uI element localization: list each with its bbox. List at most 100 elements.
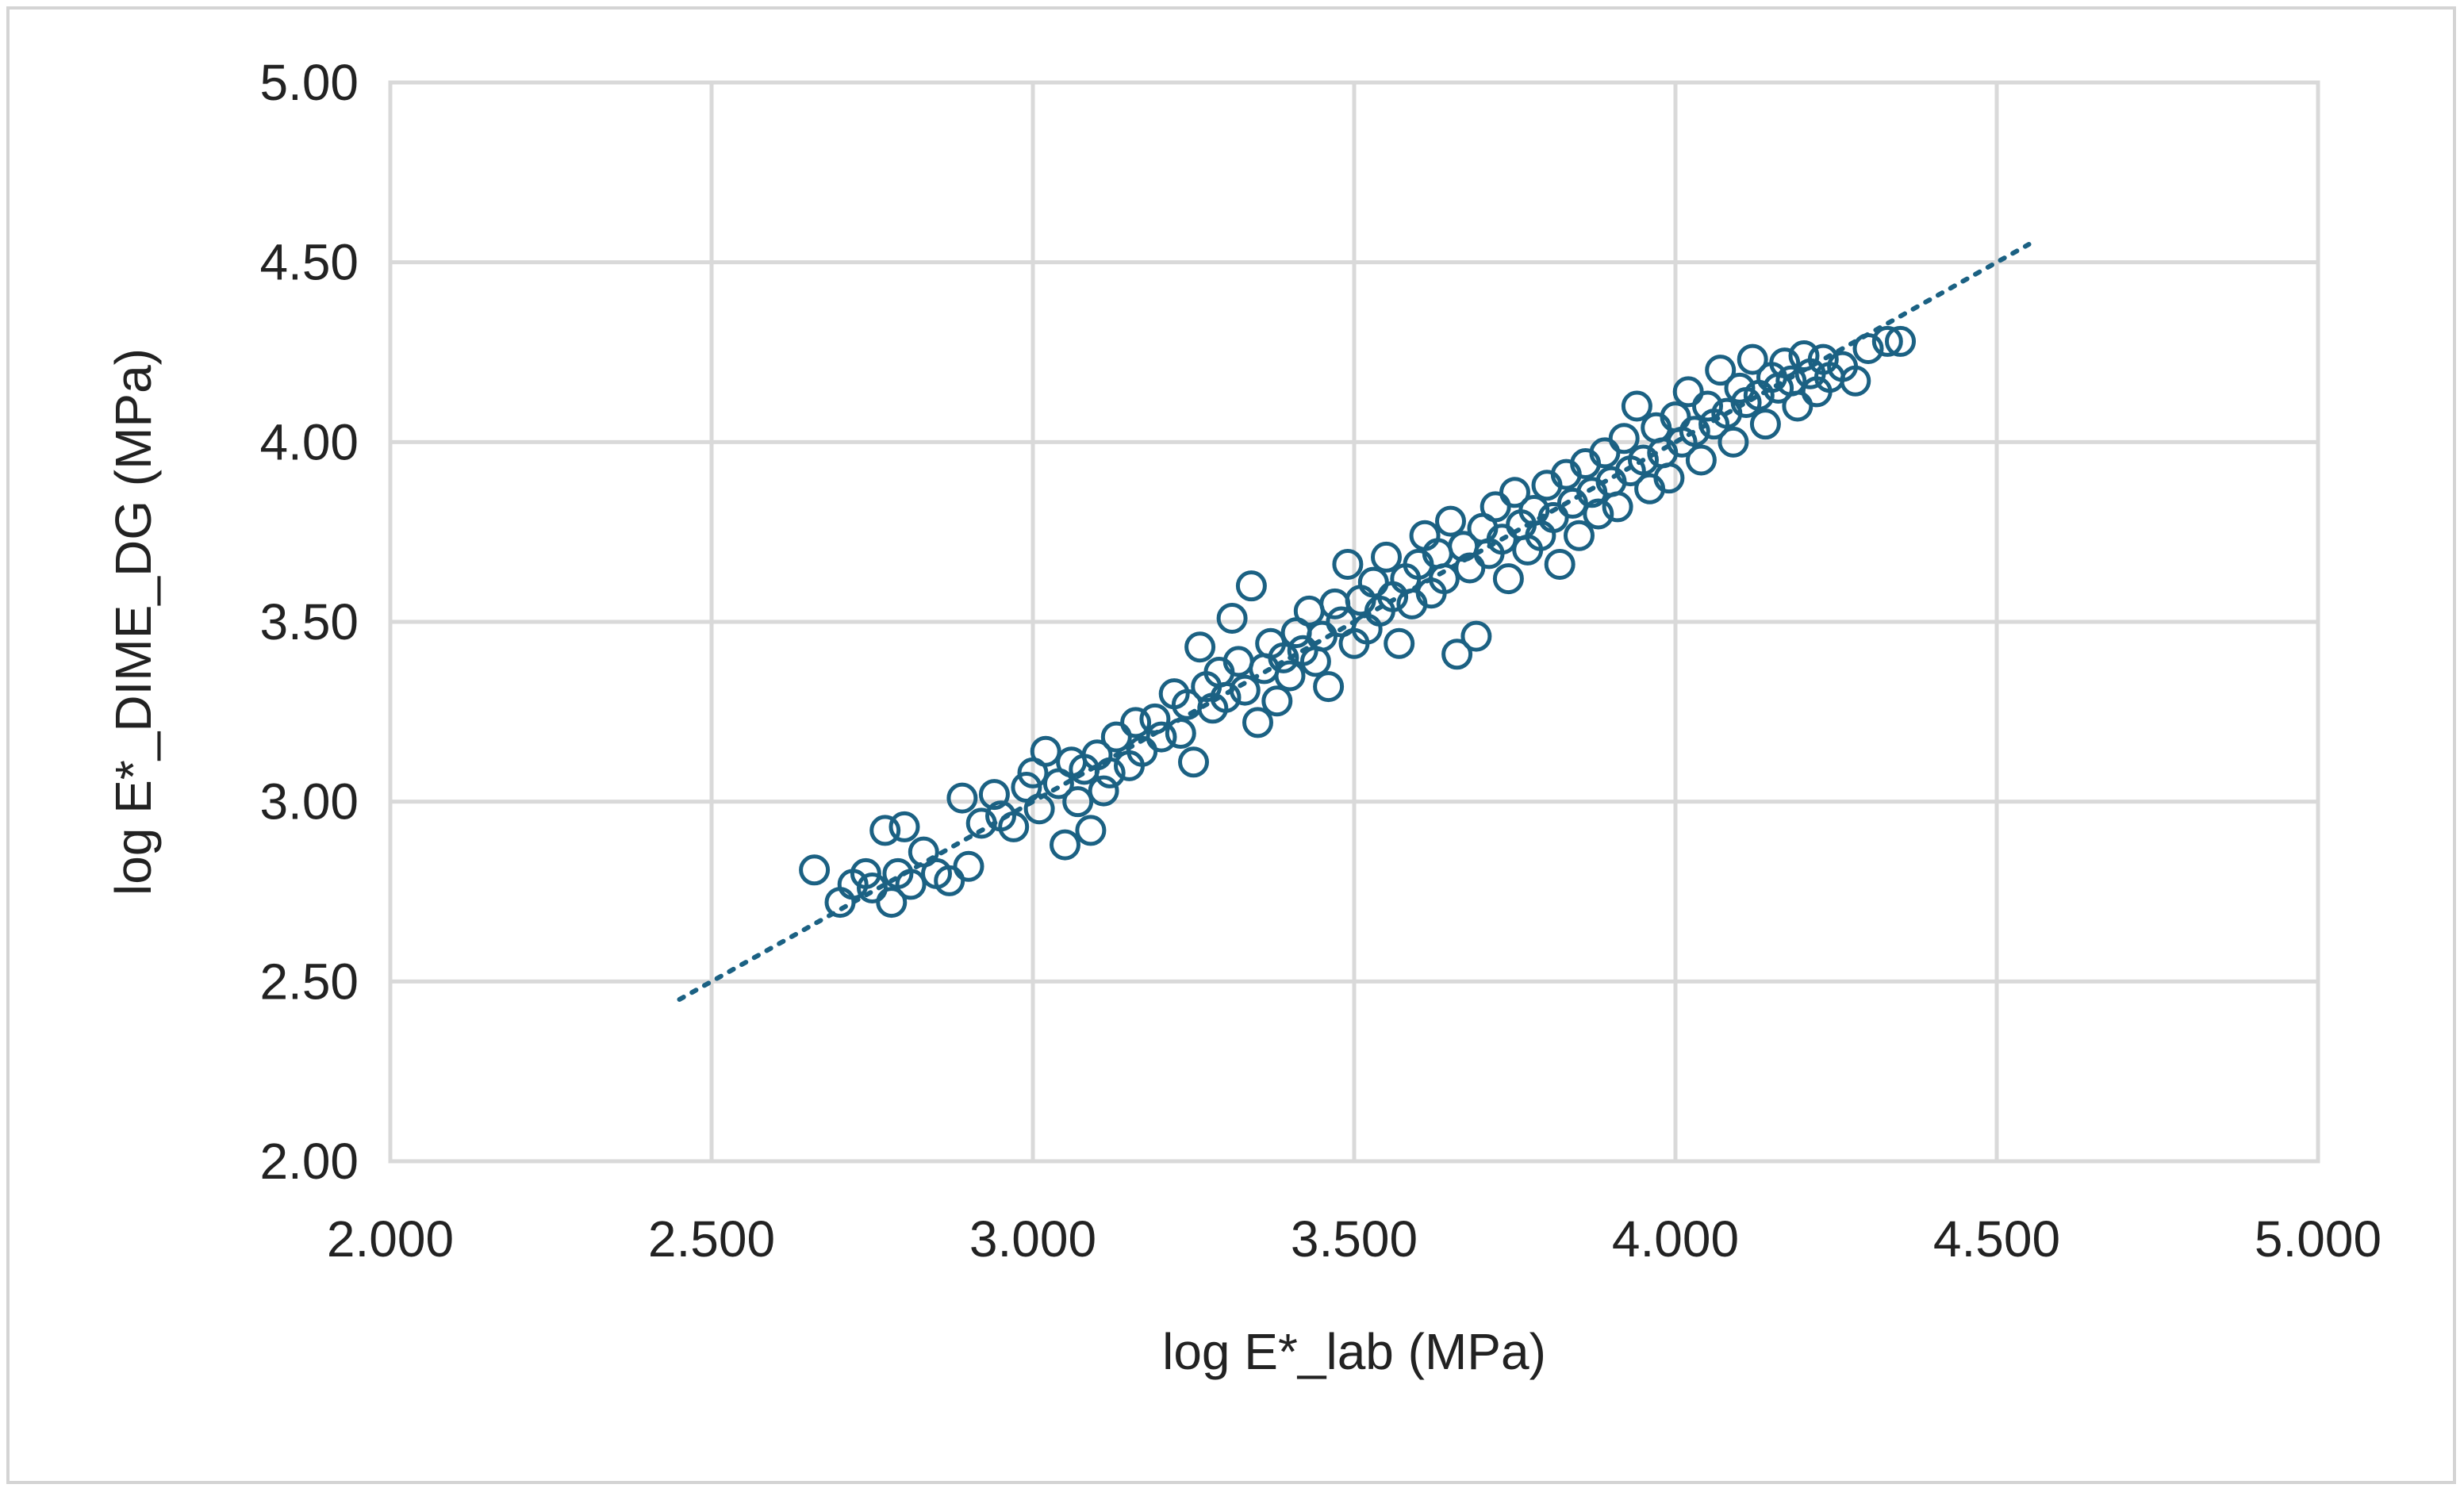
data-point <box>1120 707 1152 738</box>
x-axis-title: log E*_lab (MPa) <box>1162 1323 1546 1380</box>
data-point <box>1023 793 1055 825</box>
data-point <box>1583 498 1614 530</box>
data-point <box>1537 502 1569 534</box>
data-point <box>998 811 1030 842</box>
data-point <box>850 857 881 889</box>
data-point <box>1737 343 1768 375</box>
data-point <box>1769 347 1801 379</box>
data-point <box>1749 408 1781 440</box>
data-point <box>876 887 908 919</box>
data-point <box>1165 718 1196 750</box>
data-point <box>1685 444 1717 476</box>
data-point <box>1621 390 1652 422</box>
data-point <box>1139 703 1171 734</box>
grid-lines <box>390 82 2318 1161</box>
data-point <box>869 815 901 846</box>
data-point <box>978 779 1010 811</box>
plot-area-border <box>388 80 2320 1164</box>
chart-frame: 2.000 2.500 3.000 3.500 4.000 4.500 5.000 2.00… <box>6 6 2456 1484</box>
data-point <box>1460 620 1492 652</box>
data-point <box>1332 548 1364 580</box>
data-point <box>1492 563 1524 595</box>
data-point <box>1100 721 1132 753</box>
x-tick-label: 5.000 <box>2255 1210 2381 1268</box>
x-tick-label: 3.000 <box>969 1210 1096 1268</box>
data-point <box>1589 437 1621 469</box>
data-point <box>953 850 984 882</box>
data-point <box>1679 416 1710 447</box>
data-point <box>1628 444 1659 476</box>
data-point <box>1885 325 1916 357</box>
data-point <box>1871 325 1903 357</box>
data-point <box>1261 685 1293 717</box>
y-tick-label: 5.00 <box>259 54 359 111</box>
data-point <box>1705 355 1737 386</box>
data-point <box>1094 757 1126 788</box>
data-point <box>1480 491 1511 523</box>
data-point <box>1840 365 1871 397</box>
data-point <box>1435 505 1466 537</box>
data-point <box>1075 815 1107 846</box>
data-point <box>1564 520 1595 551</box>
data-point <box>1788 340 1820 372</box>
data-point <box>1653 462 1685 494</box>
data-point <box>799 854 831 886</box>
data-point <box>1088 775 1119 807</box>
data-point <box>1210 681 1242 713</box>
scatter-chart: 2.000 2.500 3.000 3.500 4.000 4.500 5.000 2.00… <box>105 54 2381 1380</box>
data-point <box>1602 491 1633 523</box>
data-point <box>1268 642 1299 673</box>
data-point <box>895 869 927 900</box>
data-point <box>1126 735 1158 767</box>
y-tick-label: 3.00 <box>259 773 359 830</box>
data-point <box>1229 674 1261 706</box>
data-point <box>1544 548 1576 580</box>
data-point <box>1235 570 1267 602</box>
data-point <box>1184 631 1216 663</box>
y-axis-ticks: 2.00 2.50 3.00 3.50 4.00 4.50 5.00 <box>259 54 359 1190</box>
x-tick-label: 2.000 <box>327 1210 454 1268</box>
x-tick-label: 2.500 <box>648 1210 775 1268</box>
y-tick-label: 3.50 <box>259 593 359 650</box>
x-tick-label: 3.500 <box>1291 1210 1418 1268</box>
data-point <box>1608 423 1640 455</box>
data-point <box>1178 746 1209 778</box>
data-point <box>888 811 920 842</box>
data-point <box>857 872 888 903</box>
data-point <box>1852 332 1884 364</box>
data-point <box>1692 390 1723 422</box>
y-tick-label: 2.50 <box>259 953 359 1010</box>
y-tick-label: 4.50 <box>259 234 359 291</box>
data-point <box>1428 563 1460 595</box>
data-point <box>1782 390 1813 422</box>
data-point <box>1274 660 1306 692</box>
data-point <box>1216 602 1248 634</box>
data-point <box>1030 735 1061 767</box>
data-point <box>965 807 997 839</box>
x-tick-label: 4.000 <box>1612 1210 1739 1268</box>
data-points <box>799 325 1916 919</box>
data-point <box>1313 671 1345 703</box>
data-point <box>1807 343 1839 375</box>
y-tick-label: 4.00 <box>259 413 359 470</box>
data-point <box>1357 566 1389 598</box>
data-point <box>1454 552 1486 584</box>
data-point <box>946 782 978 814</box>
data-point <box>1486 524 1518 555</box>
data-point <box>934 865 965 896</box>
y-axis-title: log E*_DIME_DG (MPa) <box>105 348 162 896</box>
data-point <box>1672 376 1704 408</box>
data-point <box>1499 477 1530 508</box>
data-point <box>1050 829 1080 861</box>
x-tick-label: 4.500 <box>1933 1210 2060 1268</box>
data-point <box>1718 426 1749 458</box>
data-point <box>1146 721 1177 753</box>
data-point <box>1724 372 1756 404</box>
data-point <box>1062 786 1094 818</box>
data-point <box>1307 620 1338 652</box>
data-point <box>1441 639 1473 670</box>
y-tick-label: 2.00 <box>259 1133 359 1190</box>
data-point <box>1384 627 1415 659</box>
x-axis-ticks: 2.000 2.500 3.000 3.500 4.000 4.500 5.000 <box>327 1210 2381 1268</box>
data-point <box>1242 707 1273 738</box>
